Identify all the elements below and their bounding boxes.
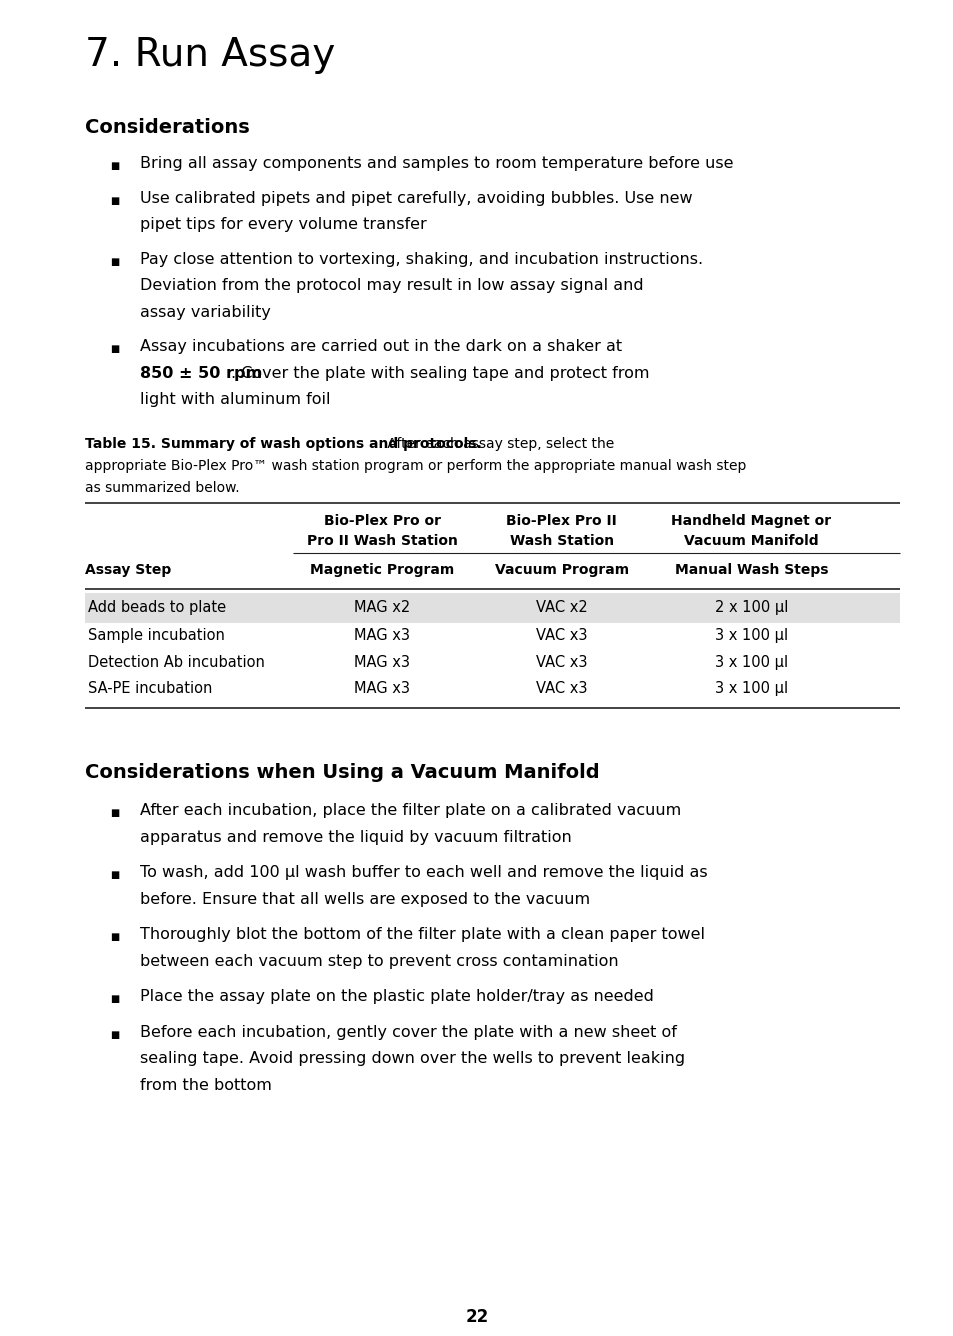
- Text: 850 ± 50 rpm: 850 ± 50 rpm: [140, 366, 262, 381]
- Text: ■: ■: [110, 162, 119, 171]
- Text: Wash Station: Wash Station: [509, 533, 613, 548]
- Text: Table 15. Summary of wash options and protocols.: Table 15. Summary of wash options and pr…: [85, 437, 481, 450]
- Text: pipet tips for every volume transfer: pipet tips for every volume transfer: [140, 216, 426, 232]
- Text: VAC x3: VAC x3: [536, 681, 587, 696]
- Text: before. Ensure that all wells are exposed to the vacuum: before. Ensure that all wells are expose…: [140, 891, 590, 907]
- Text: To wash, add 100 µl wash buffer to each well and remove the liquid as: To wash, add 100 µl wash buffer to each …: [140, 864, 707, 880]
- Text: Considerations: Considerations: [85, 118, 250, 138]
- Text: ■: ■: [110, 195, 119, 206]
- Text: Place the assay plate on the plastic plate holder/tray as needed: Place the assay plate on the plastic pla…: [140, 989, 653, 1003]
- Text: apparatus and remove the liquid by vacuum filtration: apparatus and remove the liquid by vacuu…: [140, 830, 571, 844]
- Text: MAG x3: MAG x3: [355, 681, 410, 696]
- Text: After each incubation, place the filter plate on a calibrated vacuum: After each incubation, place the filter …: [140, 803, 680, 818]
- Text: 3 x 100 µl: 3 x 100 µl: [714, 628, 787, 643]
- Text: MAG x2: MAG x2: [354, 600, 410, 615]
- Text: Considerations when Using a Vacuum Manifold: Considerations when Using a Vacuum Manif…: [85, 763, 599, 782]
- Text: SA-PE incubation: SA-PE incubation: [88, 681, 213, 696]
- Text: VAC x2: VAC x2: [536, 600, 587, 615]
- Text: ■: ■: [110, 257, 119, 266]
- Text: Add beads to plate: Add beads to plate: [88, 600, 226, 615]
- Text: Pay close attention to vortexing, shaking, and incubation instructions.: Pay close attention to vortexing, shakin…: [140, 251, 702, 266]
- Text: assay variability: assay variability: [140, 305, 271, 319]
- Text: 3 x 100 µl: 3 x 100 µl: [714, 681, 787, 696]
- Text: Bring all assay components and samples to room temperature before use: Bring all assay components and samples t…: [140, 156, 733, 171]
- Text: 7. Run Assay: 7. Run Assay: [85, 36, 335, 73]
- Text: ■: ■: [110, 1030, 119, 1039]
- Text: ■: ■: [110, 933, 119, 942]
- Text: . Cover the plate with sealing tape and protect from: . Cover the plate with sealing tape and …: [232, 366, 649, 381]
- Text: appropriate Bio-Plex Pro™ wash station program or perform the appropriate manual: appropriate Bio-Plex Pro™ wash station p…: [85, 458, 745, 473]
- Text: Magnetic Program: Magnetic Program: [310, 562, 455, 577]
- Text: ■: ■: [110, 994, 119, 1003]
- Text: 3 x 100 µl: 3 x 100 µl: [714, 655, 787, 669]
- Text: VAC x3: VAC x3: [536, 628, 587, 643]
- Text: VAC x3: VAC x3: [536, 655, 587, 669]
- Text: Thoroughly blot the bottom of the filter plate with a clean paper towel: Thoroughly blot the bottom of the filter…: [140, 927, 704, 942]
- Text: between each vacuum step to prevent cross contamination: between each vacuum step to prevent cros…: [140, 954, 618, 969]
- Text: Pro II Wash Station: Pro II Wash Station: [307, 533, 457, 548]
- Text: Bio-Plex Pro or: Bio-Plex Pro or: [324, 513, 440, 528]
- Text: Bio-Plex Pro II: Bio-Plex Pro II: [506, 513, 617, 528]
- Text: Manual Wash Steps: Manual Wash Steps: [674, 562, 827, 577]
- Text: as summarized below.: as summarized below.: [85, 481, 239, 494]
- Text: 22: 22: [465, 1308, 488, 1327]
- Text: Handheld Magnet or: Handheld Magnet or: [671, 513, 830, 528]
- Text: Before each incubation, gently cover the plate with a new sheet of: Before each incubation, gently cover the…: [140, 1025, 677, 1039]
- Text: Vacuum Manifold: Vacuum Manifold: [683, 533, 818, 548]
- Text: Detection Ab incubation: Detection Ab incubation: [88, 655, 265, 669]
- Bar: [85, 592, 899, 623]
- Text: ■: ■: [110, 343, 119, 354]
- Text: Sample incubation: Sample incubation: [88, 628, 225, 643]
- Text: Deviation from the protocol may result in low assay signal and: Deviation from the protocol may result i…: [140, 278, 643, 293]
- Text: ■: ■: [110, 808, 119, 818]
- Text: MAG x3: MAG x3: [355, 628, 410, 643]
- Text: Use calibrated pipets and pipet carefully, avoiding bubbles. Use new: Use calibrated pipets and pipet carefull…: [140, 191, 692, 206]
- Text: Vacuum Program: Vacuum Program: [495, 562, 628, 577]
- Text: After each assay step, select the: After each assay step, select the: [382, 437, 613, 450]
- Text: from the bottom: from the bottom: [140, 1078, 272, 1093]
- Text: Assay incubations are carried out in the dark on a shaker at: Assay incubations are carried out in the…: [140, 339, 621, 354]
- Text: 2 x 100 µl: 2 x 100 µl: [714, 600, 787, 615]
- Text: Assay Step: Assay Step: [85, 562, 172, 577]
- Text: ■: ■: [110, 870, 119, 880]
- Text: light with aluminum foil: light with aluminum foil: [140, 391, 330, 407]
- Text: sealing tape. Avoid pressing down over the wells to prevent leaking: sealing tape. Avoid pressing down over t…: [140, 1051, 684, 1066]
- Text: MAG x3: MAG x3: [355, 655, 410, 669]
